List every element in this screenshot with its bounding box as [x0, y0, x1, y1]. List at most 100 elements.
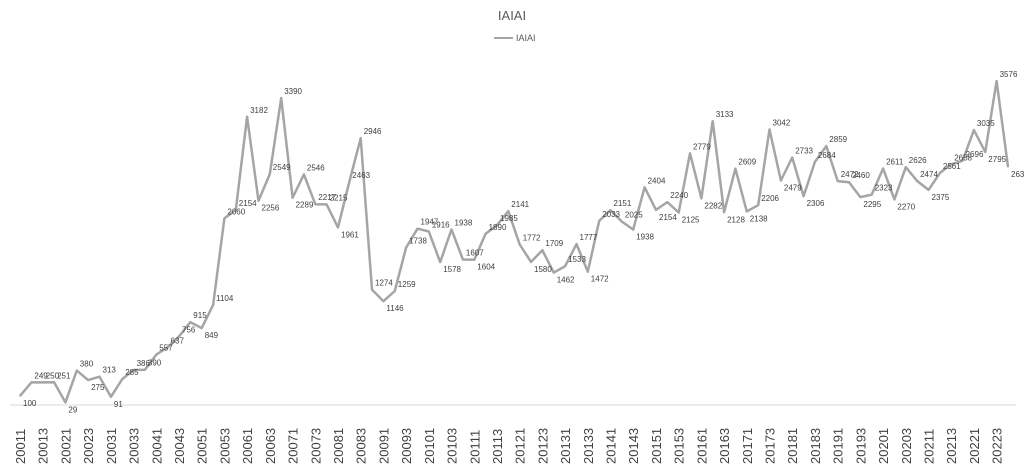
data-point: [518, 243, 521, 246]
data-label: 849: [205, 331, 219, 340]
data-point: [132, 369, 135, 371]
data-point: [961, 160, 964, 162]
data-point: [677, 211, 680, 214]
data-point: [939, 172, 941, 174]
x-tick-label: 20013: [36, 428, 51, 464]
data-label: 386: [137, 359, 151, 368]
data-point: [666, 201, 669, 203]
x-tick-label: 20031: [104, 428, 119, 464]
data-label: 251: [57, 371, 71, 380]
x-tick-label: 20201: [876, 428, 891, 464]
data-point: [621, 220, 623, 223]
data-point: [643, 186, 646, 189]
x-tick-label: 20061: [240, 428, 255, 464]
data-point: [575, 243, 578, 245]
x-tick-label: 20073: [308, 428, 323, 464]
data-point: [780, 179, 782, 182]
data-label: 2128: [727, 215, 745, 224]
data-point: [212, 304, 214, 306]
data-label: 1472: [591, 275, 609, 284]
data-label: 3576: [1000, 70, 1018, 79]
data-label: 2684: [818, 151, 836, 160]
data-label: 2154: [659, 213, 677, 222]
data-label: 2215: [330, 193, 348, 202]
data-label: 1462: [557, 276, 575, 285]
data-label: 3035: [977, 119, 995, 128]
data-point: [189, 321, 192, 323]
x-tick-label: 20113: [490, 429, 505, 464]
x-tick-label: 20083: [354, 428, 369, 464]
data-label: 2033: [602, 210, 620, 219]
data-label: 2611: [886, 158, 904, 167]
data-point: [746, 210, 748, 213]
x-tick-label: 20171: [740, 428, 755, 464]
data-label: 2138: [750, 214, 768, 223]
x-tick-label: 20153: [672, 428, 687, 464]
data-point: [416, 227, 419, 230]
data-label: 2270: [897, 202, 915, 211]
data-label: 2658: [954, 153, 972, 162]
x-tick-label: 20053: [217, 428, 232, 464]
data-point: [235, 209, 237, 211]
data-point: [734, 167, 737, 170]
data-point: [110, 396, 112, 398]
data-label: 1947: [421, 218, 439, 227]
data-point: [291, 196, 294, 199]
x-tick-label: 20131: [558, 428, 573, 464]
x-tick-label: 20151: [649, 428, 664, 464]
legend-label: IAIAI: [516, 33, 536, 43]
data-point: [541, 249, 544, 251]
data-point: [984, 151, 987, 153]
data-point: [200, 327, 203, 329]
x-tick-label: 20133: [581, 428, 596, 464]
data-point: [848, 181, 850, 183]
data-label: 1604: [477, 263, 495, 272]
x-tick-label: 20021: [58, 428, 73, 464]
data-point: [916, 180, 918, 182]
data-point: [893, 198, 896, 201]
x-tick-label: 20063: [263, 428, 278, 464]
data-label: 2946: [364, 127, 382, 136]
data-point: [325, 203, 328, 206]
data-label: 2626: [909, 156, 927, 165]
data-label: 249: [34, 371, 48, 380]
data-label: 2025: [625, 211, 643, 220]
data-point: [711, 120, 714, 122]
data-label: 2696: [966, 150, 984, 159]
x-tick-label: 20081: [331, 428, 346, 464]
data-point: [41, 381, 44, 384]
data-point: [166, 346, 169, 349]
x-tick-label: 20143: [626, 428, 641, 464]
data-label: 2206: [761, 194, 779, 203]
series-group: [19, 79, 1010, 404]
data-point: [462, 258, 464, 261]
data-label: 1709: [545, 239, 563, 248]
x-tick-label: 20011: [13, 429, 28, 464]
data-label: 1607: [466, 249, 484, 258]
data-point: [314, 203, 317, 205]
data-label: 285: [125, 368, 139, 377]
data-label: 637: [171, 336, 185, 345]
data-point: [655, 209, 657, 211]
data-label: 1274: [375, 279, 393, 288]
data-label: 2795: [988, 155, 1006, 164]
data-point: [484, 233, 487, 235]
data-point: [269, 173, 271, 175]
x-tick-label: 20193: [853, 428, 868, 464]
data-label: 2256: [262, 204, 280, 213]
data-label: 390: [148, 359, 162, 368]
legend: IAIAI: [494, 33, 536, 43]
data-label: 915: [193, 311, 207, 320]
data-label: 2460: [852, 171, 870, 180]
x-tick-label: 20043: [172, 428, 187, 464]
x-tick-label: 20033: [127, 428, 142, 464]
data-label: 2375: [932, 193, 950, 202]
data-label: 1259: [398, 280, 416, 289]
data-label: 2306: [807, 199, 825, 208]
data-point: [53, 381, 55, 384]
data-point: [802, 195, 805, 197]
data-label: 1580: [534, 265, 552, 274]
chart-title: IAIAI: [498, 8, 526, 23]
data-label: 2779: [693, 142, 711, 151]
